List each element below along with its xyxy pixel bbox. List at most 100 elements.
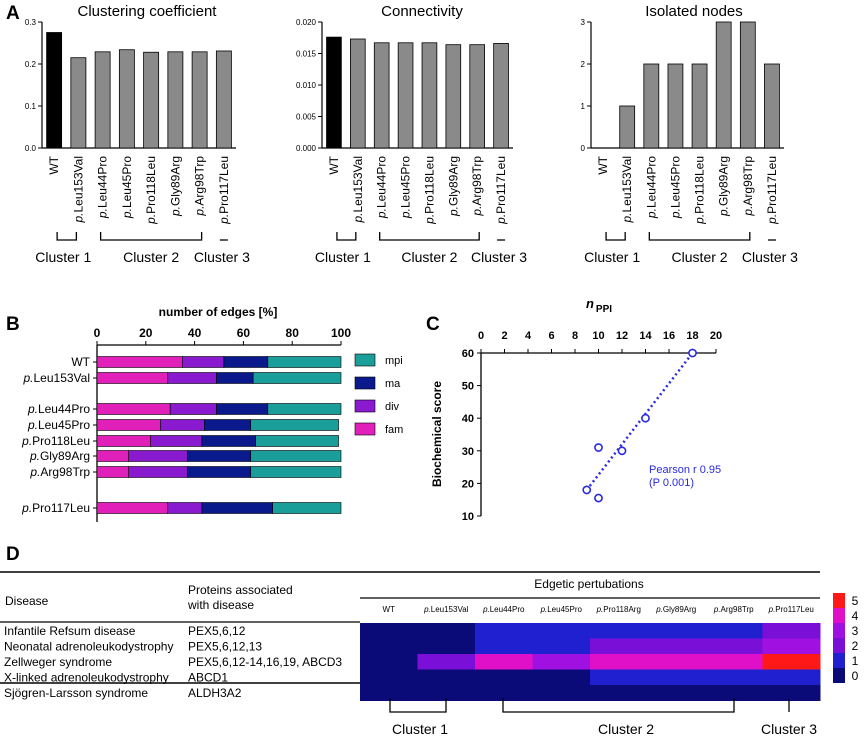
y-tick-label: 0.015 — [296, 50, 317, 59]
x-tick-label-p-leu44pro: p.Leu44Pro — [644, 156, 658, 219]
heat-cell-wt — [360, 654, 418, 670]
segment-fam-p-leu44pro — [96, 403, 171, 415]
heat-cell-p-pro117leu — [762, 623, 821, 639]
bar-p-arg98trp — [191, 51, 208, 149]
segment-fam-p-arg98trp — [96, 466, 130, 478]
bar-p-gly89arg — [715, 21, 732, 149]
heatmap-title: Edgetic pertubations — [534, 577, 643, 591]
x-tick-label-p-gly89arg: p.Gly89Arg — [446, 156, 460, 217]
segment-mpi-p-pro117leu — [272, 502, 342, 514]
y-tick-label: 0.2 — [25, 60, 37, 69]
segment-div-wt — [182, 356, 225, 368]
bar-p-arg98trp — [739, 21, 756, 149]
bar-p-leu44pro — [643, 63, 660, 149]
segment-ma-p-gly89arg — [186, 450, 252, 462]
legend-label-mpi: mpi — [385, 355, 403, 367]
legend-label-fam: fam — [385, 424, 403, 436]
segment-mpi-wt — [267, 356, 342, 368]
bar-p-leu44pro — [94, 51, 111, 149]
segment-mpi-p-pro118leu — [255, 435, 339, 447]
column-label-p-leu153val: p.Leu153Val — [423, 605, 469, 614]
column-label-p-pro118arg: p.Pro118Arg — [596, 605, 641, 614]
row-label-p-arg98trp: p.Arg98Trp — [29, 465, 90, 479]
segment-div-p-pro117leu — [167, 502, 203, 514]
bar-p-leu153val — [619, 105, 636, 149]
x-tick-label-p-leu45pro: p.Leu45Pro — [120, 156, 134, 219]
data-point — [641, 413, 650, 423]
x-tick-label-p-gly89arg: p.Gly89Arg — [717, 156, 731, 217]
cluster-3-label: Cluster 3 — [194, 249, 250, 265]
x-axis-title: number of edges [%] — [159, 305, 278, 319]
column-label-p-leu45pro: p.Leu45Pro — [540, 605, 583, 614]
segment-ma-p-pro117leu — [201, 502, 273, 514]
chart-connectivity: Connectivity 0.000 0.005 0.010 0.015 0.020 WT p… — [296, 3, 527, 265]
x-tick-label-p-leu44pro: p.Leu44Pro — [375, 156, 389, 219]
cluster-2-bracket — [648, 232, 751, 241]
panel-label-b: B — [6, 314, 20, 335]
y-tick-label: 0.0 — [25, 144, 37, 153]
disease-label: X-linked adrenoleukodystrophy — [4, 671, 169, 685]
x-tick-label-p-leu44pro: p.Leu44Pro — [96, 156, 110, 219]
bar-p-leu45pro — [667, 63, 684, 149]
segment-ma-p-leu45pro — [204, 419, 252, 431]
annotation-pearson: Pearson r 0.95 — [649, 464, 721, 476]
chart-title: Isolated nodes — [645, 3, 743, 20]
proteins-column-header-2: with disease — [187, 598, 254, 612]
heat-cell-p-leu153val — [417, 623, 476, 639]
cluster-2-bracket — [502, 698, 735, 713]
scale-label: 5 — [852, 594, 859, 608]
heat-cell-p-pro118arg — [590, 685, 648, 701]
scale-swatch — [833, 593, 845, 608]
segment-div-p-gly89arg — [128, 450, 188, 462]
cluster-1-bracket — [56, 232, 78, 241]
y-tick-label: 40 — [462, 413, 474, 425]
segment-mpi-p-arg98trp — [250, 466, 342, 478]
bar-p-pro118leu — [143, 51, 160, 149]
y-tick-label: 60 — [462, 348, 474, 360]
x-tick-label-p-arg98trp: p.Arg98Trp — [470, 156, 484, 217]
x-tick-label: 60 — [237, 326, 251, 340]
panel-label-c: C — [426, 314, 440, 335]
x-tick-label: 10 — [592, 330, 604, 342]
scale-label: 1 — [852, 654, 859, 668]
x-tick-label: 100 — [331, 326, 351, 340]
heat-cell-p-leu44pro — [475, 638, 533, 655]
heat-cell-wt — [360, 623, 418, 639]
segment-fam-p-gly89arg — [96, 450, 130, 462]
heat-cell-p-gly89arg — [647, 685, 706, 701]
y-tick-label: 1 — [581, 102, 586, 111]
segment-fam-p-pro118leu — [96, 435, 151, 447]
scale-label: 3 — [852, 624, 859, 638]
x-tick-label: 80 — [286, 326, 300, 340]
x-tick-label-p-leu153val: p.Leu153Val — [71, 156, 85, 224]
annotation-p-value: (P 0.001) — [649, 477, 694, 489]
bar-p-pro117leu — [764, 63, 780, 149]
row-label-p-gly89arg: p.Gly89Arg — [29, 449, 90, 463]
segment-fam-p-pro117leu — [96, 502, 169, 514]
chart-title: Connectivity — [381, 3, 463, 20]
scale-swatch — [833, 623, 845, 638]
data-point — [594, 443, 603, 452]
data-point — [688, 348, 697, 358]
y-tick-label: 20 — [462, 478, 474, 490]
data-point — [594, 493, 603, 503]
bar-p-gly89arg — [445, 44, 462, 149]
segment-mpi-p-gly89arg — [250, 450, 342, 462]
heat-cell-p-pro117leu — [762, 654, 821, 670]
heat-cell-p-pro117leu — [762, 685, 821, 701]
scale-label: 0 — [852, 669, 859, 683]
panel-label-d: D — [6, 544, 20, 565]
cluster-2-bracket — [99, 232, 203, 241]
x-tick-label-wt: WT — [596, 155, 610, 174]
x-tick-label-p-pro118leu: p.Pro118Leu — [144, 156, 158, 225]
heat-cell-p-arg98trp — [705, 685, 763, 701]
heat-cell-p-leu153val — [417, 669, 476, 686]
cluster-1-label: Cluster 1 — [392, 721, 448, 737]
bar-p-pro118leu — [691, 63, 708, 149]
legend-swatch-div — [354, 399, 376, 413]
segment-fam-p-leu153val — [96, 372, 169, 384]
x-tick-label-p-gly89arg: p.Gly89Arg — [168, 156, 182, 217]
heat-cell-p-gly89arg — [647, 623, 706, 639]
y-axis-title: Biochemical score — [430, 381, 444, 487]
